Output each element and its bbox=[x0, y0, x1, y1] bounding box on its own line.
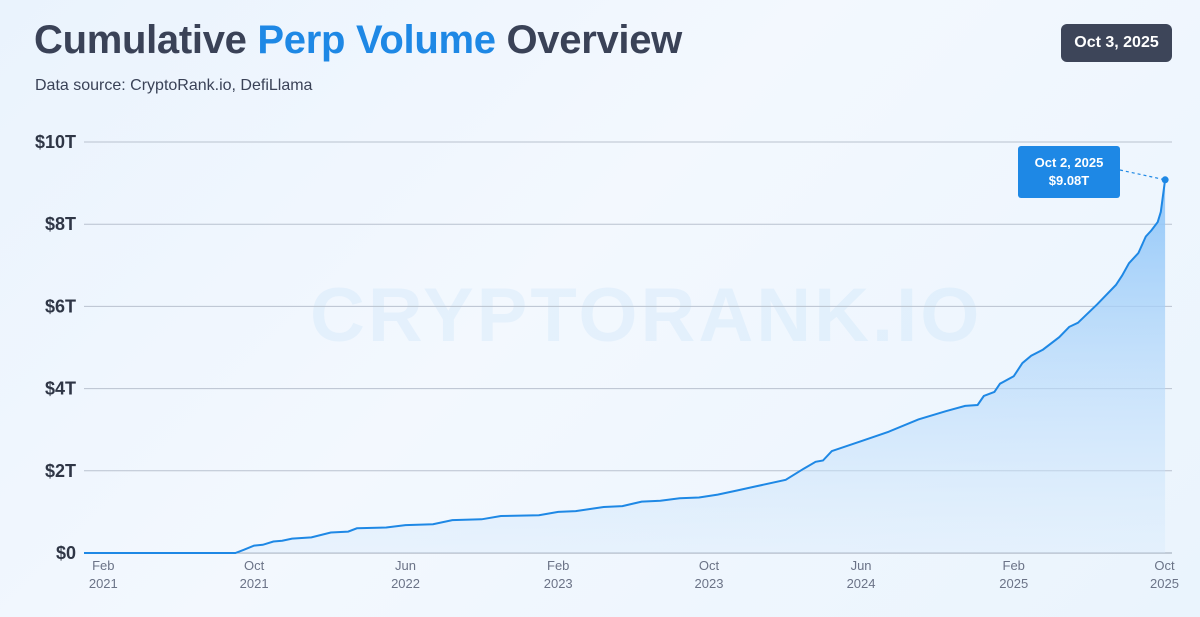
y-tick-label: $2T bbox=[45, 461, 76, 481]
x-tick-month: Oct bbox=[699, 558, 720, 573]
x-tick-year: 2021 bbox=[240, 576, 269, 591]
x-tick-year: 2022 bbox=[391, 576, 420, 591]
latest-value-callout: Oct 2, 2025 $9.08T bbox=[1018, 146, 1120, 198]
x-tick-month: Oct bbox=[244, 558, 265, 573]
title-accent: Perp Volume bbox=[257, 18, 496, 62]
title-part-1: Cumulative bbox=[34, 18, 258, 62]
title-part-2: Overview bbox=[495, 18, 682, 62]
y-tick-label: $4T bbox=[45, 379, 76, 399]
watermark: CRYPTORANK.IO bbox=[310, 273, 983, 358]
x-tick-month: Oct bbox=[1154, 558, 1175, 573]
callout-leader-line bbox=[1119, 169, 1166, 181]
x-tick-year: 2023 bbox=[695, 576, 724, 591]
date-badge: Oct 3, 2025 bbox=[1061, 24, 1172, 62]
x-tick-month: Feb bbox=[547, 558, 569, 573]
data-source-subtitle: Data source: CryptoRank.io, DefiLlama bbox=[35, 77, 313, 94]
x-tick-month: Feb bbox=[1003, 558, 1025, 573]
x-tick-year: 2023 bbox=[544, 576, 573, 591]
callout-value: $9.08T bbox=[1048, 173, 1090, 188]
callout-date: Oct 2, 2025 bbox=[1034, 155, 1104, 170]
y-tick-label: $6T bbox=[45, 296, 76, 316]
x-tick-year: 2021 bbox=[89, 576, 118, 591]
y-tick-label: $0 bbox=[56, 543, 76, 563]
latest-point-marker bbox=[1161, 176, 1169, 184]
x-axis-ticks: Feb 2021 Oct 2021 Jun 2022 Feb 2023 Oct 2023 Jun 20… bbox=[89, 558, 1179, 591]
y-tick-label: $10T bbox=[35, 132, 76, 152]
x-tick-month: Jun bbox=[395, 558, 416, 573]
y-axis-ticks: $0 $2T $4T $6T $8T $10T bbox=[35, 132, 76, 563]
x-tick-year: 2024 bbox=[847, 576, 876, 591]
x-tick-year: 2025 bbox=[999, 576, 1028, 591]
series-area-fill bbox=[84, 179, 1166, 554]
x-tick-year: 2025 bbox=[1150, 576, 1179, 591]
chart-title: Cumulative Perp Volume Overview bbox=[34, 18, 682, 63]
x-tick-month: Feb bbox=[92, 558, 114, 573]
x-tick-month: Jun bbox=[851, 558, 872, 573]
y-tick-label: $8T bbox=[45, 214, 76, 234]
series-line bbox=[84, 179, 1167, 554]
